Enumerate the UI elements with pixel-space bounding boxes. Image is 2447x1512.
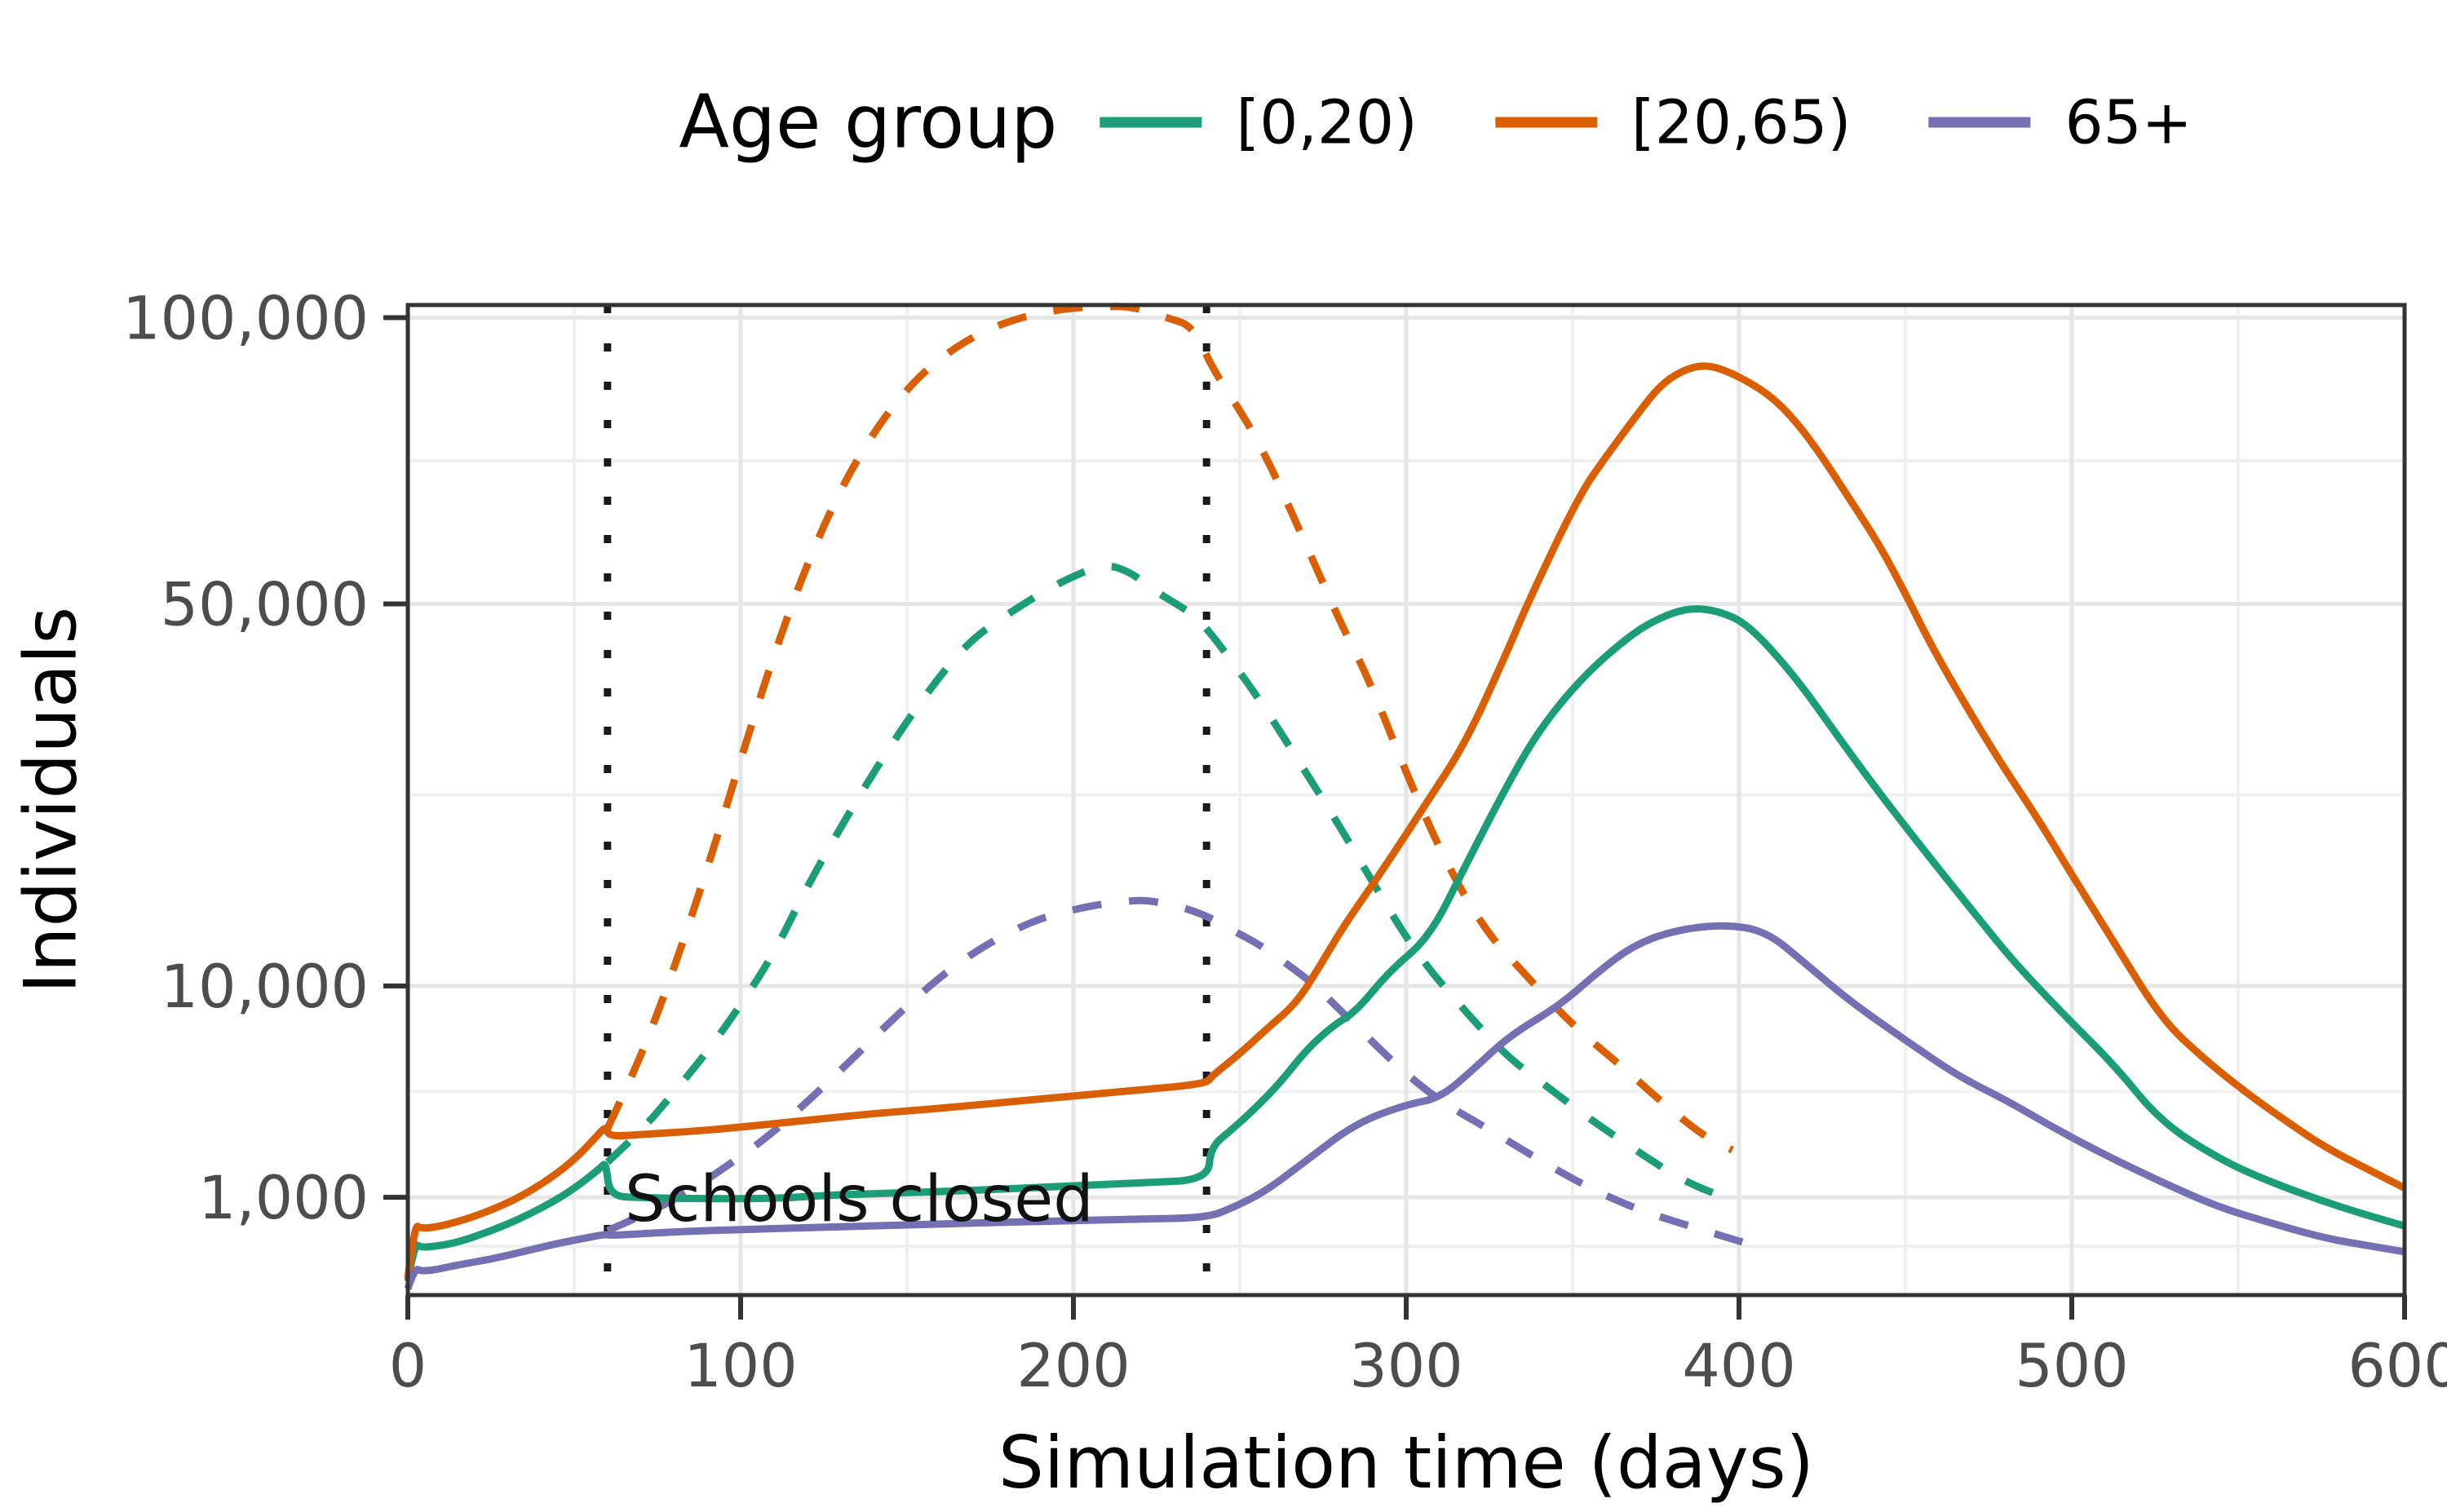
x-axis-title: Simulation time (days) bbox=[998, 1421, 1814, 1505]
x-tick-label: 0 bbox=[389, 1332, 427, 1401]
x-tick-label: 100 bbox=[684, 1332, 797, 1401]
legend-item-[20,65): [20,65) bbox=[1494, 87, 1852, 157]
major-gridlines bbox=[408, 305, 2405, 1295]
schools-closed-annotation: Schools closed bbox=[625, 1163, 1094, 1236]
legend-key-line bbox=[1100, 117, 1202, 128]
legend-item-[0,20): [0,20) bbox=[1100, 87, 1418, 157]
x-tick-label: 500 bbox=[2015, 1332, 2128, 1401]
curve-[20,65)-solid bbox=[404, 362, 2407, 1279]
curve-65+-solid bbox=[404, 922, 2405, 1290]
x-tick-label: 200 bbox=[1016, 1332, 1130, 1401]
curve-65+-dashed bbox=[606, 896, 1744, 1246]
legend-key-line bbox=[1494, 117, 1597, 128]
legend-label: [20,65) bbox=[1631, 87, 1852, 157]
legend-label: 65+ bbox=[2064, 87, 2193, 157]
x-tick-label: 400 bbox=[1682, 1332, 1795, 1401]
legend: Age group [0,20) [20,65) 65+ bbox=[679, 80, 2192, 166]
y-axis-title: Individuals bbox=[8, 606, 93, 994]
axis-ticks-and-labels: 0 100 200 300 400 500 600 100,000 50,000 10,000 1,… bbox=[122, 284, 2447, 1401]
curve-[0,20)-solid bbox=[404, 605, 2406, 1282]
y-tick-label: 10,000 bbox=[161, 953, 369, 1022]
y-tick-label: 100,000 bbox=[122, 284, 369, 353]
legend-label: [0,20) bbox=[1236, 87, 1418, 157]
x-tick-label: 600 bbox=[2347, 1332, 2447, 1401]
legend-item-65+: 65+ bbox=[1928, 87, 2193, 157]
y-tick-label: 1,000 bbox=[198, 1164, 369, 1233]
legend-key-line bbox=[1928, 117, 2031, 128]
curve-[20,65)-dashed bbox=[604, 303, 1734, 1154]
curves bbox=[404, 303, 2407, 1290]
curve-[0,20)-dashed bbox=[604, 563, 1737, 1205]
x-tick-label: 300 bbox=[1349, 1332, 1462, 1401]
legend-title: Age group bbox=[679, 79, 1058, 166]
y-tick-label: 50,000 bbox=[161, 571, 369, 640]
